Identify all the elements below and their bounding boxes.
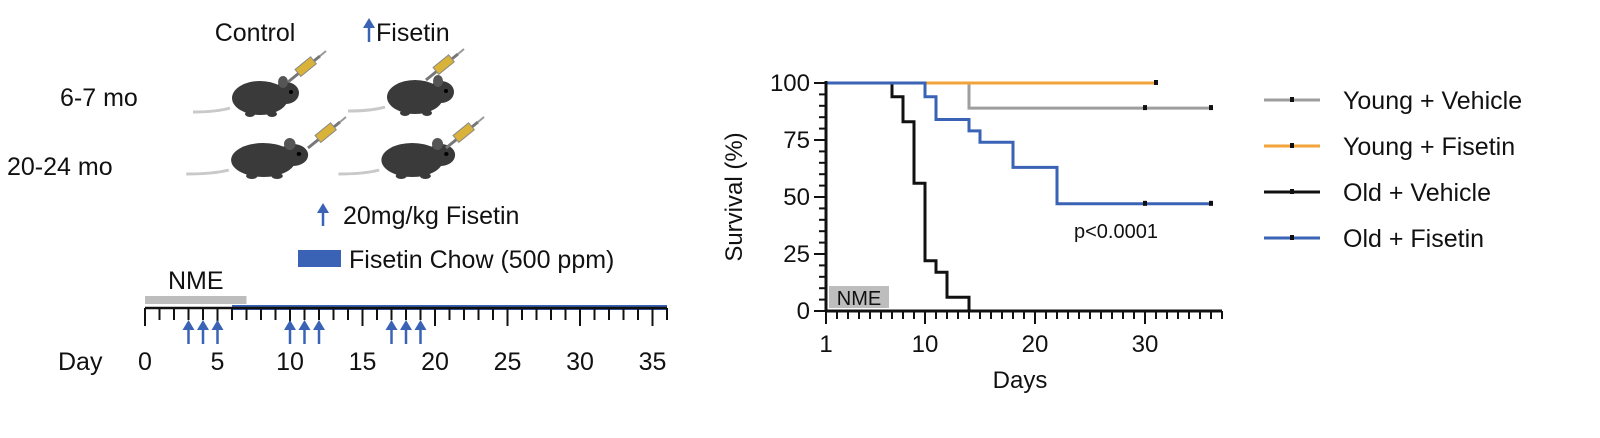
survival-chart: Survival (%) Days NME 0 25 50 75 100 1 10 20 30 p… <box>721 70 1522 394</box>
arrow-up-icon <box>317 203 329 226</box>
mouse-icon <box>191 74 301 119</box>
x-axis-title: Days <box>993 367 1048 394</box>
nme-period-bar <box>145 296 247 304</box>
legend-item: Old + Vehicle <box>1264 179 1491 207</box>
timeline-tick-label: 35 <box>639 348 667 376</box>
col-fisetin-label: Fisetin <box>376 19 450 47</box>
arrow-up-icon <box>363 18 375 42</box>
arrow-up-icon <box>211 320 224 344</box>
col-control-label: Control <box>215 19 296 47</box>
arrow-up-icon <box>197 320 209 344</box>
arrow-up-icon <box>385 320 398 344</box>
legend-item: Young + Vehicle <box>1264 87 1522 115</box>
legend-marker <box>1290 189 1294 194</box>
legend-label: Young + Vehicle <box>1343 87 1522 115</box>
chow-swatch <box>298 250 341 267</box>
legend-marker <box>1290 235 1294 240</box>
timeline-tick-label: 20 <box>421 348 449 376</box>
chart-legend: Young + Vehicle Young + Fisetin Old + Vehi… <box>1264 87 1522 253</box>
legend-marker <box>1290 97 1294 102</box>
col-fisetin-header: Fisetin <box>363 18 450 47</box>
timeline-day-label: Day <box>58 348 103 376</box>
syringe-icon <box>444 115 486 150</box>
legend-injection-label: 20mg/kg Fisetin <box>343 202 519 230</box>
row-old-label: 20-24 mo <box>7 153 113 181</box>
arrow-head <box>414 320 427 330</box>
censor-mark <box>1209 200 1213 206</box>
timeline-tick-label: 10 <box>276 348 304 376</box>
censor-mark <box>1143 105 1147 111</box>
legend-label: Old + Fisetin <box>1343 225 1484 253</box>
nme-label: NME <box>837 288 881 310</box>
treatment-schematic: Control Fisetin 6-7 mo 20-24 mo 20mg/kg … <box>7 18 668 376</box>
arrow-up-icon <box>298 320 311 344</box>
treatment-timeline: NME 0 5 10 15 20 25 30 35 <box>138 267 668 376</box>
y-tick-label: 100 <box>770 70 810 97</box>
timeline-tick-label: 30 <box>566 348 594 376</box>
y-tick-label: 0 <box>797 298 810 325</box>
syringe-icon <box>306 115 348 150</box>
legend-chow: Fisetin Chow (500 ppm) <box>298 246 614 274</box>
legend-injection: 20mg/kg Fisetin <box>317 202 519 230</box>
syringe-icon <box>286 49 328 84</box>
series-line <box>826 81 971 311</box>
row-young-label: 6-7 mo <box>60 84 138 112</box>
y-tick-label: 75 <box>783 127 810 154</box>
arrow-head <box>211 320 224 330</box>
arrow-up-icon <box>182 320 195 344</box>
legend-label: Young + Fisetin <box>1343 133 1515 161</box>
mouse-icon <box>346 73 456 118</box>
legend-item: Old + Fisetin <box>1264 225 1484 253</box>
arrow-up-icon <box>400 320 412 344</box>
arrow-head <box>385 320 398 330</box>
timeline-tick-label: 25 <box>494 348 522 376</box>
timeline-tick-label: 15 <box>349 348 377 376</box>
x-tick-label: 10 <box>912 331 939 358</box>
y-axis-title: Survival (%) <box>721 132 748 261</box>
arrow-head <box>313 320 325 330</box>
censor-mark <box>1143 200 1147 206</box>
legend-marker <box>1290 143 1294 148</box>
x-tick-label: 20 <box>1022 331 1049 358</box>
mouse-icon <box>184 136 310 181</box>
syringe-icon <box>424 47 466 82</box>
timeline-tick-label: 5 <box>211 348 225 376</box>
mouse-icon <box>336 136 457 181</box>
arrow-head <box>400 320 412 330</box>
x-tick-label: 30 <box>1132 331 1159 358</box>
series-line <box>826 81 1211 110</box>
plot-area: NME 0 25 50 75 100 1 10 20 30 <box>770 70 1223 358</box>
censor-mark <box>1154 80 1158 85</box>
timeline-tick-label: 0 <box>138 348 152 376</box>
x-tick-label: 1 <box>819 331 832 358</box>
arrow-head <box>182 320 195 330</box>
legend-chow-label: Fisetin Chow (500 ppm) <box>349 246 614 274</box>
arrow-head <box>298 320 311 330</box>
arrow-up-icon <box>414 320 427 344</box>
arrow-up-icon <box>284 320 296 344</box>
y-tick-label: 25 <box>783 241 810 268</box>
arrow-up-icon <box>313 320 325 344</box>
nme-period-bar <box>829 286 889 308</box>
y-tick-label: 50 <box>783 184 810 211</box>
censor-mark <box>1209 105 1213 111</box>
legend-item: Young + Fisetin <box>1264 133 1515 161</box>
arrow-head <box>284 320 296 330</box>
series-line <box>826 81 1211 206</box>
p-value-annotation: p<0.0001 <box>1074 221 1158 243</box>
arrow-head <box>197 320 209 330</box>
legend-label: Old + Vehicle <box>1343 179 1491 207</box>
nme-label: NME <box>168 267 224 295</box>
